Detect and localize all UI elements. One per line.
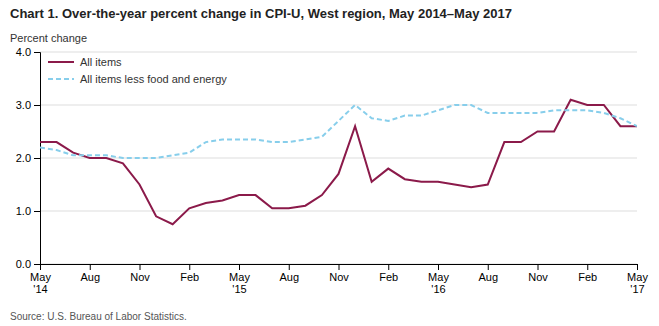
series-line xyxy=(40,105,637,158)
x-tick-label: Feb xyxy=(379,271,398,283)
x-tick-label: Nov xyxy=(528,271,548,283)
x-tick: Nov xyxy=(528,264,548,283)
y-tick-label: 2.0 xyxy=(16,152,31,164)
x-tick: Aug xyxy=(279,264,299,283)
chart: Chart 1. Over-the-year percent change in… xyxy=(0,0,659,326)
x-tick: Aug xyxy=(478,264,498,283)
y-tick: 4.0 xyxy=(16,46,40,58)
legend-item: All items less food and energy xyxy=(48,73,227,85)
y-axis-title: Percent change xyxy=(10,32,87,44)
y-tick-label: 3.0 xyxy=(16,99,31,111)
x-tick: Nov xyxy=(130,264,150,283)
x-tick: Feb xyxy=(180,264,199,283)
x-tick-mark xyxy=(388,264,389,270)
source: Source: U.S. Bureau of Labor Statistics. xyxy=(10,311,187,322)
grid-line xyxy=(40,105,637,106)
x-tick-mark xyxy=(239,264,240,270)
y-tick: 3.0 xyxy=(16,99,40,111)
lines xyxy=(40,100,637,225)
x-tick-label: May'15 xyxy=(229,271,250,296)
x-tick-mark xyxy=(289,264,290,270)
x-tick-mark xyxy=(637,264,638,270)
y-axis: 0.0 1.0 2.0 3.0 4.0 xyxy=(16,46,41,270)
x-tick-mark xyxy=(339,264,340,270)
x-tick-label: Feb xyxy=(180,271,199,283)
x-tick: Aug xyxy=(80,264,100,283)
x-tick-mark xyxy=(538,264,539,270)
x-tick-label: Nov xyxy=(130,271,150,283)
x-tick-label: Aug xyxy=(279,271,299,283)
legend-label: All items less food and energy xyxy=(80,73,227,85)
grid-line xyxy=(40,211,637,212)
x-tick-mark xyxy=(587,264,588,270)
legend-swatch xyxy=(48,78,74,80)
x-tick-label: Feb xyxy=(578,271,597,283)
y-tick-mark xyxy=(34,211,40,212)
x-tick: Nov xyxy=(329,264,349,283)
y-tick: 1.0 xyxy=(16,205,40,217)
x-axis: May'14 Aug Nov Feb May'15 Aug Nov Feb May'16 Aug N… xyxy=(30,264,648,295)
y-tick-mark xyxy=(34,264,40,265)
x-tick-label: May'16 xyxy=(428,271,449,296)
y-tick-mark xyxy=(34,158,40,159)
plot: 0.0 1.0 2.0 3.0 4.0 May'14 Aug Nov Feb May'15 Aug N… xyxy=(16,46,649,295)
x-tick-label: Aug xyxy=(478,271,498,283)
x-tick-mark xyxy=(189,264,190,270)
legend-swatch xyxy=(48,61,74,63)
x-tick-label: May'14 xyxy=(30,271,51,296)
series-line xyxy=(40,100,637,225)
y-tick-mark xyxy=(34,105,40,106)
grid-line xyxy=(40,52,637,53)
x-tick-label: Nov xyxy=(329,271,349,283)
x-tick: May'14 xyxy=(30,264,51,295)
x-tick-label: May'17 xyxy=(627,271,648,296)
y-tick-mark xyxy=(34,52,40,53)
x-tick: May'15 xyxy=(229,264,250,295)
legend-label: All items xyxy=(80,56,122,68)
x-axis-line xyxy=(41,265,638,271)
y-axis-line xyxy=(34,53,41,265)
x-tick-label: Aug xyxy=(80,271,100,283)
x-tick: Feb xyxy=(578,264,597,283)
y-tick-label: 4.0 xyxy=(16,46,31,58)
grid xyxy=(40,52,637,264)
legend-item: All items xyxy=(48,56,122,68)
x-tick-mark xyxy=(90,264,91,270)
title: Chart 1. Over-the-year percent change in… xyxy=(10,6,512,21)
x-tick: Feb xyxy=(379,264,398,283)
legend: All items All items less food and energy xyxy=(48,56,227,85)
y-tick-label: 1.0 xyxy=(16,205,31,217)
x-tick: May'16 xyxy=(428,264,449,295)
x-tick-mark xyxy=(438,264,439,270)
x-tick-mark xyxy=(40,264,41,270)
y-tick: 2.0 xyxy=(16,152,40,164)
x-tick-mark xyxy=(488,264,489,270)
y-tick-label: 0.0 xyxy=(16,258,31,270)
x-tick: May'17 xyxy=(627,264,648,295)
x-tick-mark xyxy=(140,264,141,270)
y-tick: 0.0 xyxy=(16,258,40,270)
